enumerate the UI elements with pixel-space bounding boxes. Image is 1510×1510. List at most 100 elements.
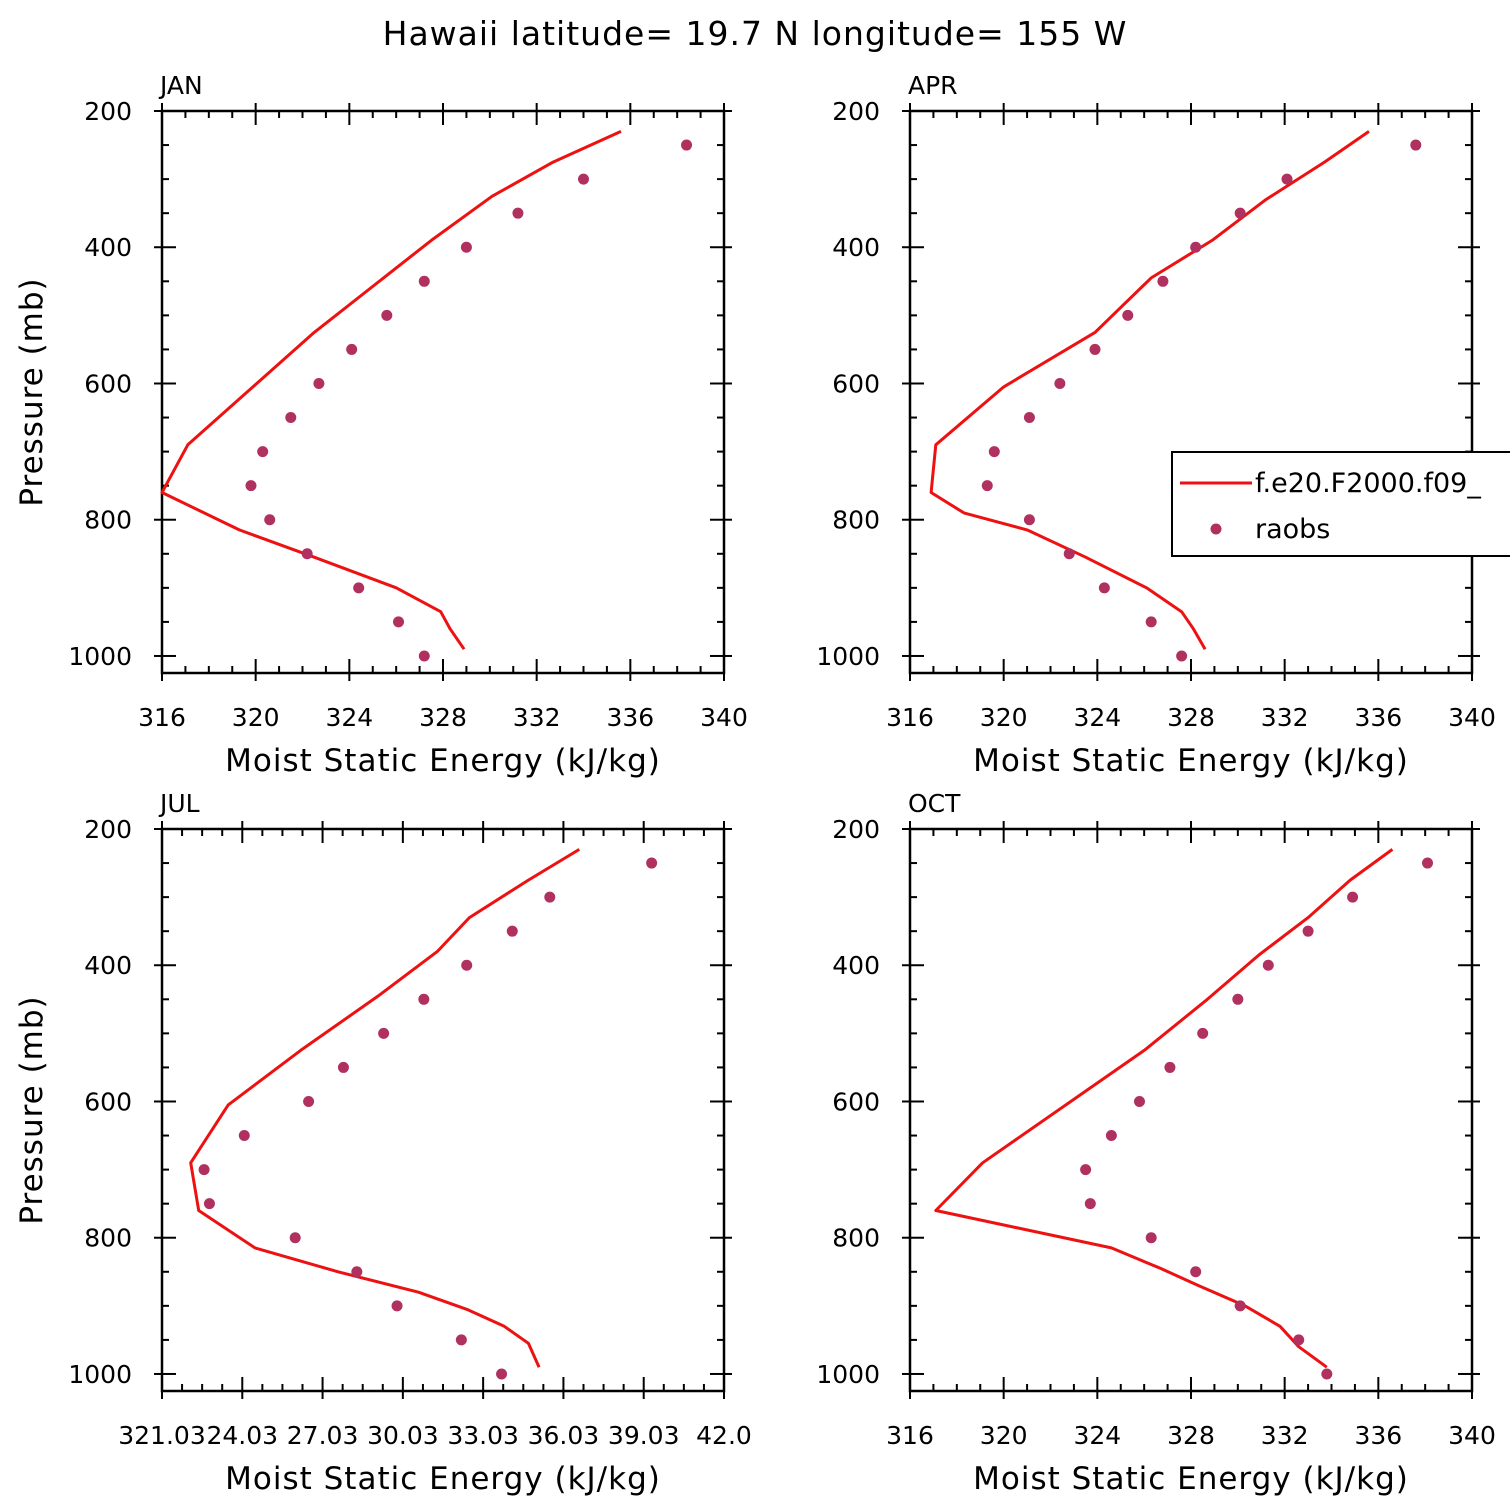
legend-box	[1171, 451, 1510, 557]
raobs-point	[1023, 514, 1035, 526]
raobs-point	[455, 1334, 467, 1346]
x-tick-label: 42.0	[696, 1421, 752, 1450]
raobs-point	[1190, 241, 1202, 253]
raobs-point	[351, 1266, 363, 1278]
y-tick-label: 800	[84, 1224, 132, 1253]
raobs-point	[1176, 650, 1188, 662]
panel-oct: 200 400 600 800 1000 316 320 324 328 332 336 340 OCT…	[816, 789, 1495, 1497]
x-tick-label: 320	[980, 703, 1028, 732]
x-tick-label: 328	[1167, 703, 1215, 732]
x-tick-label: 39.03	[608, 1421, 680, 1450]
raobs-point	[1232, 993, 1244, 1005]
raobs-point	[512, 207, 524, 219]
x-tick-label: 320	[980, 1421, 1028, 1450]
x-tick-label: 36.03	[528, 1421, 600, 1450]
panel-grid: 200 400 600 800 1000 316 320 324 328 332 336 340 JAN…	[14, 71, 1496, 1497]
raobs-point	[1089, 343, 1101, 355]
y-tick-label: 800	[832, 1224, 880, 1253]
raobs-point	[303, 1095, 315, 1107]
y-tick-label: 600	[832, 1087, 880, 1116]
panel-title: APR	[908, 71, 958, 100]
x-tick-label: 328	[419, 703, 467, 732]
panel-apr: 200 400 600 800 1000 316 320 324 328 332 336 340 APR…	[816, 71, 1495, 779]
x-axis-label: Moist Static Energy (kJ/kg)	[973, 743, 1409, 779]
raobs-point	[337, 1061, 349, 1073]
x-tick-label: 324	[325, 703, 373, 732]
raobs-point	[1063, 548, 1075, 560]
x-tick-label: 332	[1261, 1421, 1309, 1450]
raobs-point	[285, 412, 297, 424]
raobs-point	[1145, 1232, 1157, 1244]
plot-frame	[908, 109, 1474, 675]
raobs-point	[1023, 412, 1035, 424]
raobs-point	[1164, 1061, 1176, 1073]
y-tick-label: 800	[832, 506, 880, 535]
y-axis-label: Pressure (mb)	[14, 277, 50, 506]
x-tick-label: 336	[1354, 703, 1402, 732]
legend-entry-label: f.e20.F2000.f09_	[1255, 468, 1481, 499]
x-tick-label: 336	[606, 703, 654, 732]
raobs-point	[418, 993, 430, 1005]
raobs-point	[461, 959, 473, 971]
model-profile-line	[189, 848, 581, 1368]
model-profile-line	[934, 848, 1394, 1369]
raobs-point	[1197, 1027, 1209, 1039]
raobs-point	[313, 377, 325, 389]
raobs-point	[346, 343, 358, 355]
plot-frame	[908, 827, 1474, 1393]
x-tick-label: 332	[1261, 703, 1309, 732]
raobs-point	[393, 616, 405, 628]
x-tick-label: 320	[232, 703, 280, 732]
model-profile-line	[160, 130, 622, 651]
raobs-point	[1293, 1334, 1305, 1346]
raobs-point	[301, 548, 313, 560]
raobs-point	[264, 514, 276, 526]
x-tick-label: 336	[1354, 1421, 1402, 1450]
raobs-point	[1281, 173, 1293, 185]
panel-title: JAN	[158, 71, 203, 100]
raobs-point	[1084, 1198, 1096, 1210]
raobs-point	[1054, 377, 1066, 389]
plot-frame	[160, 827, 726, 1393]
raobs-point	[988, 446, 1000, 458]
raobs-point	[646, 857, 658, 869]
raobs-point	[1410, 139, 1422, 151]
raobs-point	[289, 1232, 301, 1244]
x-tick-label: 340	[1448, 703, 1496, 732]
raobs-point	[245, 480, 257, 492]
raobs-point	[1302, 925, 1314, 937]
y-tick-label: 400	[832, 951, 880, 980]
raobs-point	[981, 480, 993, 492]
raobs-point	[238, 1130, 250, 1142]
x-tick-label: 27.03	[287, 1421, 359, 1450]
x-tick-label: 33.03	[447, 1421, 519, 1450]
y-tick-label: 400	[84, 233, 132, 262]
y-tick-label: 200	[84, 97, 132, 126]
panel-title: OCT	[908, 789, 961, 818]
x-tick-label: 316	[886, 703, 934, 732]
raobs-point	[1321, 1368, 1333, 1380]
raobs-point	[544, 891, 556, 903]
panel-jan: 200 400 600 800 1000 316 320 324 328 332 336 340 JAN…	[14, 71, 748, 779]
raobs-point	[381, 309, 393, 321]
x-tick-label: 340	[1448, 1421, 1496, 1450]
raobs-point	[391, 1300, 403, 1312]
raobs-point	[506, 925, 518, 937]
raobs-point	[203, 1198, 215, 1210]
y-tick-label: 800	[84, 506, 132, 535]
y-tick-label: 200	[84, 815, 132, 844]
raobs-point	[1105, 1130, 1117, 1142]
x-tick-label: 332	[513, 703, 561, 732]
x-tick-label: 316	[886, 1421, 934, 1450]
raobs-point	[578, 173, 589, 185]
y-tick-label: 400	[84, 951, 132, 980]
raobs-point	[418, 650, 430, 662]
raobs-point	[1190, 1266, 1202, 1278]
x-axis-label: Moist Static Energy (kJ/kg)	[973, 1461, 1409, 1497]
x-tick-label: 30.03	[367, 1421, 439, 1450]
panel-title: JUL	[158, 789, 200, 818]
raobs-point	[496, 1368, 508, 1380]
raobs-point	[1080, 1164, 1092, 1176]
x-tick-label: 324	[1073, 1421, 1121, 1450]
